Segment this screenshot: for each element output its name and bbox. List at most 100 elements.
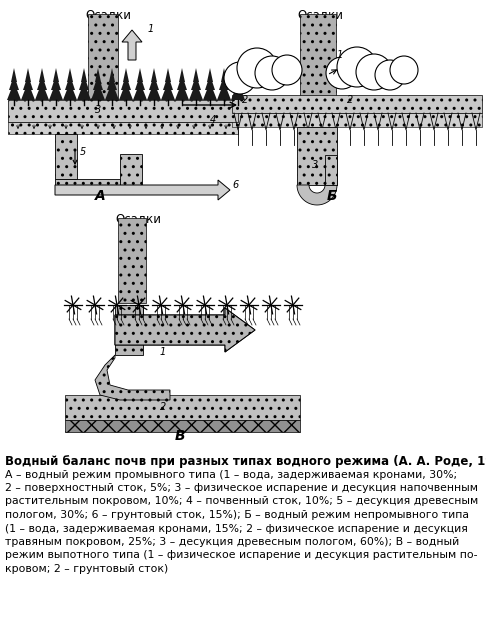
Text: 3: 3	[312, 160, 318, 170]
Text: Осадки: Осадки	[297, 8, 343, 21]
Polygon shape	[115, 308, 255, 352]
Polygon shape	[221, 68, 227, 82]
Text: 2: 2	[347, 95, 353, 105]
Bar	[325, 155, 337, 185]
Polygon shape	[53, 68, 59, 82]
Polygon shape	[233, 75, 243, 90]
Text: Осадки: Осадки	[85, 8, 131, 21]
Text: 2 – поверхностный сток, 5%; 3 – физическое испарение и десукция напочвенным: 2 – поверхностный сток, 5%; 3 – физическ…	[5, 483, 478, 493]
Polygon shape	[235, 68, 241, 82]
Circle shape	[272, 55, 302, 85]
Polygon shape	[135, 75, 145, 90]
Bar	[232, 95, 482, 113]
Circle shape	[237, 48, 277, 88]
Text: растительным покровом, 10%; 4 – почвенный сток, 10%; 5 – десукция древесным: растительным покровом, 10%; 4 – почвенны…	[5, 497, 478, 507]
Polygon shape	[175, 82, 189, 100]
Polygon shape	[37, 75, 47, 90]
Polygon shape	[137, 68, 143, 82]
Polygon shape	[105, 82, 119, 100]
Polygon shape	[177, 75, 187, 90]
Circle shape	[224, 62, 256, 94]
Polygon shape	[163, 75, 173, 90]
Polygon shape	[191, 75, 201, 90]
Polygon shape	[203, 82, 217, 100]
Polygon shape	[65, 75, 75, 90]
Polygon shape	[7, 82, 21, 100]
Polygon shape	[49, 82, 63, 100]
Text: режим выпотного типа (1 – физическое испарение и десукция растительным по-: режим выпотного типа (1 – физическое исп…	[5, 550, 478, 560]
Bar	[300, 14, 336, 124]
Polygon shape	[119, 82, 133, 100]
Bar	[115, 305, 143, 355]
Polygon shape	[121, 75, 131, 90]
Circle shape	[356, 54, 392, 90]
Polygon shape	[81, 68, 87, 82]
Polygon shape	[21, 82, 35, 100]
Text: Осадки: Осадки	[115, 212, 161, 225]
Text: 4: 4	[210, 115, 216, 125]
Text: 1: 1	[148, 24, 154, 34]
Polygon shape	[122, 30, 142, 60]
Polygon shape	[205, 75, 215, 90]
Polygon shape	[161, 82, 175, 100]
Circle shape	[390, 56, 418, 84]
Polygon shape	[123, 68, 129, 82]
Circle shape	[326, 57, 358, 89]
Circle shape	[255, 56, 289, 90]
Text: Водный баланс почв при разных типах водного режима (А. А. Роде, 1965):: Водный баланс почв при разных типах водн…	[5, 455, 486, 468]
Text: 3: 3	[95, 105, 101, 115]
Polygon shape	[147, 82, 161, 100]
Polygon shape	[35, 82, 49, 100]
Polygon shape	[63, 82, 77, 100]
Polygon shape	[217, 82, 231, 100]
Text: 1: 1	[160, 347, 166, 357]
Polygon shape	[107, 75, 117, 90]
Bar	[297, 127, 337, 185]
Text: травяным покровом, 25%; 3 – десукция древесным пологом, 60%); В – водный: травяным покровом, 25%; 3 – десукция дре…	[5, 537, 459, 547]
Polygon shape	[93, 75, 103, 90]
Bar	[120, 154, 142, 188]
Polygon shape	[77, 82, 91, 100]
Polygon shape	[91, 82, 105, 100]
Polygon shape	[165, 68, 171, 82]
Bar	[118, 218, 146, 303]
Polygon shape	[79, 75, 89, 90]
Polygon shape	[133, 82, 147, 100]
Polygon shape	[193, 68, 199, 82]
Bar	[65, 395, 300, 420]
Polygon shape	[149, 75, 159, 90]
Polygon shape	[207, 68, 213, 82]
Polygon shape	[39, 68, 45, 82]
Text: кровом; 2 – грунтовый сток): кровом; 2 – грунтовый сток)	[5, 564, 168, 574]
Text: В: В	[174, 429, 185, 443]
Text: 2: 2	[242, 95, 248, 105]
Polygon shape	[179, 68, 185, 82]
Polygon shape	[51, 75, 61, 90]
Text: 5: 5	[80, 147, 86, 157]
Circle shape	[375, 60, 405, 90]
Polygon shape	[151, 68, 157, 82]
Polygon shape	[189, 82, 203, 100]
Bar	[8, 122, 238, 134]
Polygon shape	[297, 185, 337, 205]
Bar	[8, 100, 238, 122]
Text: пологом, 30%; 6 – грунтовый сток, 15%); Б – водный режим непромывного типа: пологом, 30%; 6 – грунтовый сток, 15%); …	[5, 510, 469, 520]
Bar	[232, 113, 482, 127]
Polygon shape	[219, 75, 229, 90]
Polygon shape	[95, 68, 101, 82]
Polygon shape	[231, 82, 245, 100]
Text: 2: 2	[160, 402, 166, 412]
Polygon shape	[11, 68, 17, 82]
Bar	[65, 420, 300, 432]
Text: 6: 6	[232, 180, 238, 190]
Polygon shape	[95, 355, 170, 400]
Polygon shape	[55, 180, 230, 200]
Polygon shape	[25, 68, 31, 82]
Polygon shape	[23, 75, 33, 90]
Text: А – водный режим промывного типа (1 – вода, задерживаемая кронами, 30%;: А – водный режим промывного типа (1 – во…	[5, 469, 457, 479]
Bar	[88, 14, 118, 105]
Text: Б: Б	[327, 189, 337, 203]
Polygon shape	[67, 68, 73, 82]
Bar	[55, 179, 120, 193]
Circle shape	[337, 47, 377, 87]
